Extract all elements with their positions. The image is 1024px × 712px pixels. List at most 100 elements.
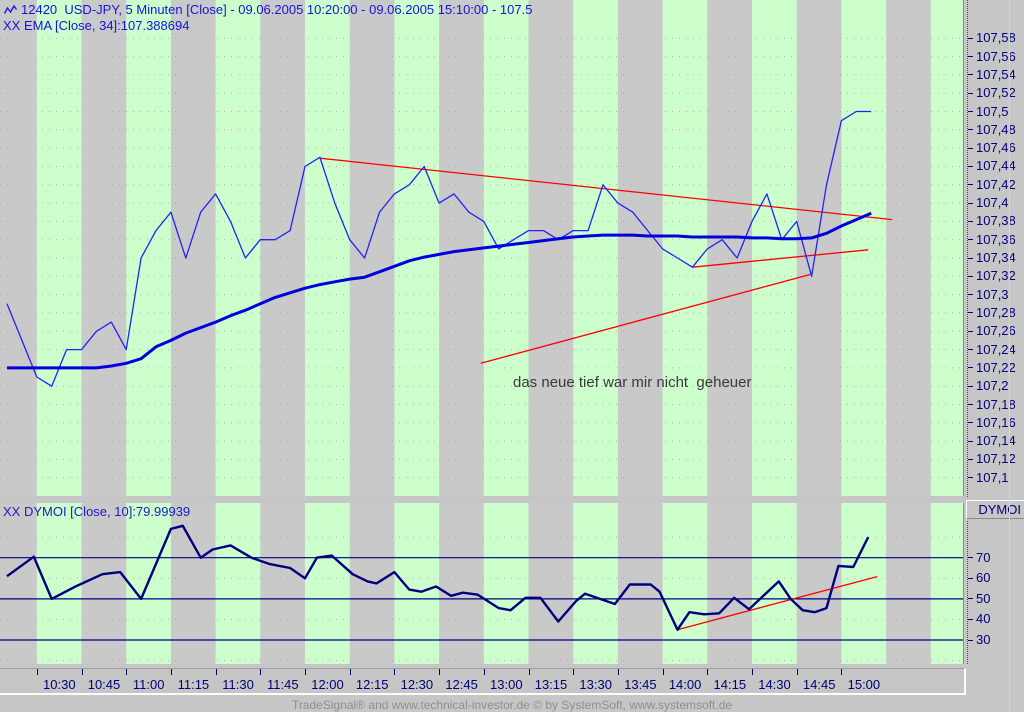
band-green [841,0,887,496]
red-trendline [480,273,811,364]
time-axis: 10:30 10:45 11:00 11:15 11:30 11:45 12:00 12:15… [0,668,966,695]
dymoi-axis-tick [968,557,973,559]
band-green [752,503,797,664]
time-axis-label: 14:30 [758,677,791,692]
price-axis-label: 107,46 [976,140,1016,156]
time-axis-tick [36,669,38,675]
chart-header-text: 12420 USD-JPY, 5 Minuten [Close] - 09.06… [21,2,533,17]
time-axis-tick [662,669,664,675]
price-axis-label: 107,44 [976,158,1016,174]
band-green [930,0,963,496]
price-axis-label: 107,52 [976,85,1016,101]
time-axis-tick [483,669,485,675]
band-green [394,0,440,496]
price-axis-label: 107,32 [976,268,1016,284]
price-axis-tick [968,129,973,131]
dymoi-axis-label: 50 [976,590,991,606]
price-axis-label: 107,14 [976,433,1016,449]
price-axis-tick [968,404,973,405]
dymoi-axis-label: 60 [976,570,991,586]
price-axis-tick [968,56,973,58]
ema-legend: XX EMA [Close, 34]:107.388694 [3,18,190,33]
price-axis-label: 107,16 [976,414,1016,430]
price-axis-label: 107,42 [976,176,1016,192]
price-axis-label: 107,4 [976,195,1009,211]
dymoi-axis-label: 40 [976,611,991,627]
time-axis-tick [752,669,753,675]
red-trendline [677,575,878,631]
price-axis-label: 107,26 [976,323,1016,339]
price-axis-tick [968,92,973,94]
price-axis-label: 107,56 [976,48,1016,64]
time-axis-tick [394,669,396,675]
dymoi-panel-label: DYMOI [966,500,1024,519]
dymoi-axis-tick [968,639,973,641]
time-axis-label: 13:45 [624,677,657,692]
time-axis-label: 13:00 [490,677,523,692]
time-axis-tick [707,669,709,675]
band-green [394,503,440,664]
dymoi-axis-tick [968,618,973,620]
dymoi-series-line [6,524,870,631]
time-axis-label: 13:30 [579,677,612,692]
price-axis-label: 107,28 [976,304,1016,320]
price-axis: 107,58 107,56 107,54 107,52 107,5 107,48 107,4… [967,0,1024,497]
time-axis-tick [796,669,798,675]
price-axis-tick [968,147,973,149]
footer-credit: TradeSignal® and www.technical-investor.… [291,698,733,712]
chart-header: 12420 USD-JPY, 5 Minuten [Close] - 09.06… [3,2,533,18]
time-axis-tick [260,669,262,675]
price-axis-tick [968,330,973,332]
time-axis-tick [215,669,217,675]
price-axis-tick [968,184,973,186]
price-axis-tick [968,477,973,479]
time-axis-label: 12:15 [355,677,389,692]
time-axis-label: 11:15 [177,677,210,692]
time-axis-tick [81,669,83,675]
price-axis-tick [968,37,973,39]
price-axis-label: 107,12 [976,451,1016,467]
dymoi-axis-tick [968,577,973,579]
price-axis-tick [968,74,973,76]
price-series-line [6,110,872,387]
time-axis-label: 11:30 [222,677,254,692]
red-trendline [692,249,869,268]
band-green [662,503,708,664]
band-green [573,503,618,664]
price-axis-tick [968,458,973,460]
price-axis-tick [968,220,973,222]
dymoi-chart-canvas[interactable] [0,503,966,664]
time-axis-tick [349,669,351,675]
time-axis-tick [528,669,530,675]
dymoi-legend: XX DYMOI [Close, 10]:79.99939 [3,504,191,519]
dymoi-axis-tick [968,598,973,600]
time-axis-tick [841,669,843,675]
time-axis-label: 11:00 [132,677,165,692]
time-axis-label: 15:00 [847,677,881,692]
band-green [662,0,708,496]
price-axis-label: 107,38 [976,213,1016,229]
chart-annotation: das neue tief war mir nicht geheuer [513,374,752,391]
time-axis-label: 11:45 [267,677,299,692]
time-axis-label: 14:15 [713,677,747,692]
price-axis-label: 107,34 [976,250,1016,266]
time-axis-label: 14:00 [668,677,702,692]
price-chart-canvas[interactable] [0,0,966,496]
price-axis-label: 107,5 [976,103,1009,119]
ema-series-line [7,211,872,370]
price-axis-label: 107,18 [976,396,1016,412]
price-axis-label: 107,36 [976,231,1016,247]
band-green [483,503,529,664]
time-axis-tick [439,669,441,675]
price-axis-label: 107,54 [976,66,1016,82]
price-axis-tick [968,111,973,113]
price-axis-tick [968,257,973,259]
time-axis-label: 12:45 [445,677,478,692]
time-axis-label: 10:30 [43,677,76,692]
band-green [215,503,261,664]
price-axis-tick [968,349,973,351]
price-axis-tick [968,165,973,167]
time-axis-tick [617,669,619,675]
band-green [305,0,350,496]
